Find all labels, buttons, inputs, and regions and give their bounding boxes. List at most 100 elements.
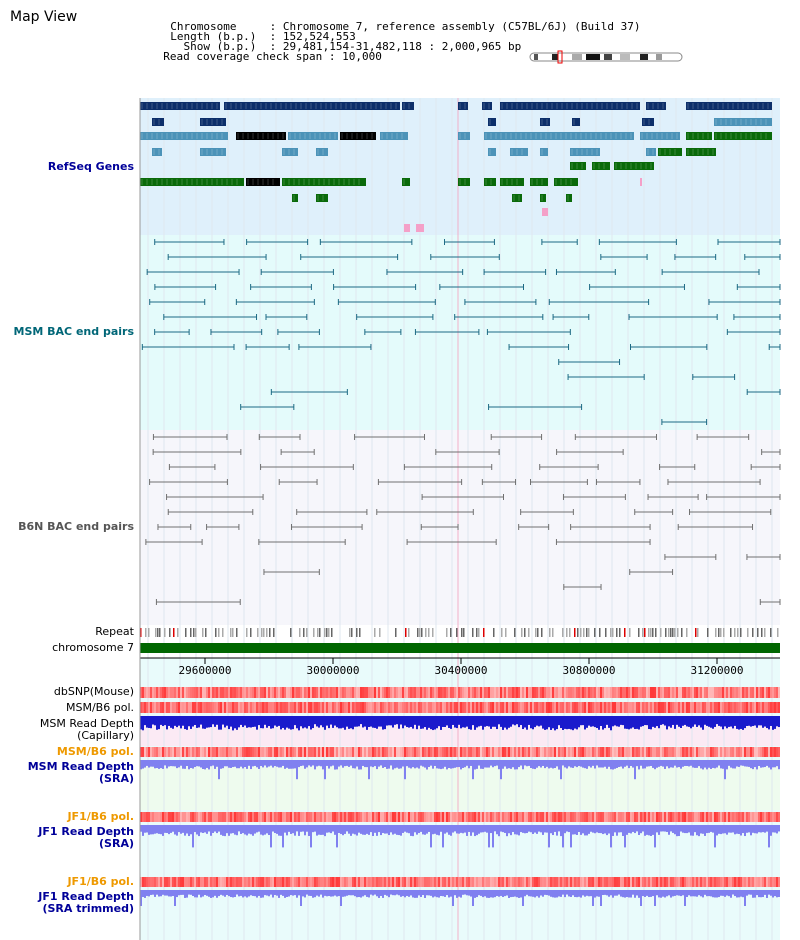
heat-cell — [728, 877, 730, 887]
track-label-b6n-bac[interactable]: B6N BAC end pairs — [18, 520, 134, 533]
heat-cell — [428, 687, 430, 698]
gene-feature — [140, 132, 228, 140]
depth-bar — [652, 760, 654, 768]
track-label-msm-b6-pol-b: MSM/B6 pol. — [56, 745, 134, 758]
heat-cell — [372, 812, 374, 822]
heat-cell — [618, 877, 620, 887]
depth-bar — [422, 825, 424, 835]
heat-cell — [326, 812, 328, 822]
depth-bar — [660, 716, 662, 725]
depth-bar — [208, 890, 210, 897]
heat-cell — [524, 687, 526, 698]
heat-cell — [214, 747, 216, 757]
heat-cell — [222, 877, 224, 887]
heat-cell — [258, 747, 260, 757]
heat-cell — [660, 687, 662, 698]
heat-cell — [760, 747, 762, 757]
heat-cell — [720, 877, 722, 887]
heat-cell — [556, 747, 558, 757]
heat-cell — [560, 812, 562, 822]
heat-cell — [758, 702, 760, 713]
depth-bar — [576, 716, 578, 730]
heat-cell — [544, 747, 546, 757]
track-label-refseq[interactable]: RefSeq Genes — [47, 160, 134, 173]
heat-cell — [760, 687, 762, 698]
depth-bar — [282, 890, 284, 896]
depth-bar — [466, 760, 468, 766]
heat-cell — [724, 702, 726, 713]
depth-bar — [774, 760, 776, 768]
depth-bar — [656, 825, 658, 833]
heat-cell — [706, 812, 708, 822]
depth-bar — [396, 890, 398, 895]
heat-cell — [620, 877, 622, 887]
heat-cell — [316, 687, 318, 698]
heat-cell — [172, 877, 174, 887]
track-label-msm-depth-sra-sub: (SRA) — [99, 772, 134, 785]
depth-bar — [490, 716, 492, 729]
depth-bar — [512, 890, 514, 897]
heat-cell — [512, 877, 514, 887]
heat-cell — [596, 877, 598, 887]
depth-bar — [648, 825, 650, 836]
heat-cell — [300, 877, 302, 887]
track-label-msm-bac[interactable]: MSM BAC end pairs — [13, 325, 134, 338]
depth-bar — [472, 716, 474, 726]
depth-bar — [280, 716, 282, 730]
heat-cell — [340, 687, 342, 698]
heat-cell — [606, 877, 608, 887]
repeat-element — [185, 628, 187, 637]
depth-bar — [416, 890, 418, 898]
heat-cell — [258, 812, 260, 822]
gene-feature — [530, 178, 548, 186]
heat-cell — [576, 877, 578, 887]
track-label-dbsnp: dbSNP(Mouse) — [53, 685, 134, 698]
heat-cell — [374, 702, 376, 713]
heat-cell — [600, 702, 602, 713]
depth-bar — [510, 716, 512, 727]
depth-bar — [304, 716, 306, 728]
heat-cell — [384, 877, 386, 887]
heat-cell — [614, 877, 616, 887]
heat-cell — [682, 747, 684, 757]
depth-bar — [618, 760, 620, 768]
heat-cell — [738, 687, 740, 698]
heat-cell — [378, 702, 380, 713]
depth-bar — [310, 760, 312, 767]
depth-bar — [140, 890, 142, 906]
heat-cell — [732, 702, 734, 713]
repeat-element — [202, 628, 204, 637]
depth-bar — [602, 716, 604, 730]
heat-cell — [276, 747, 278, 757]
heat-cell — [370, 812, 372, 822]
depth-bar — [176, 760, 178, 769]
heat-cell — [348, 702, 350, 713]
gene-feature — [200, 148, 226, 156]
depth-bar — [482, 825, 484, 833]
heat-cell — [286, 702, 288, 713]
heat-cell — [642, 702, 644, 713]
heat-cell — [224, 877, 226, 887]
heat-cell — [412, 687, 414, 698]
heat-cell — [750, 747, 752, 757]
depth-bar — [560, 760, 562, 780]
heat-cell — [510, 877, 512, 887]
heat-cell — [680, 747, 682, 757]
depth-bar — [184, 760, 186, 769]
heat-cell — [198, 877, 200, 887]
depth-bar — [418, 716, 420, 726]
depth-bar — [766, 716, 768, 729]
depth-bar — [174, 760, 176, 767]
heat-cell — [570, 812, 572, 822]
depth-bar — [450, 890, 452, 897]
heat-cell — [754, 877, 756, 887]
depth-bar — [272, 890, 274, 898]
depth-bar — [536, 890, 538, 897]
depth-bar — [742, 760, 744, 766]
depth-bar — [308, 890, 310, 896]
heat-cell — [616, 747, 618, 757]
depth-bar — [474, 716, 476, 730]
depth-bar — [344, 716, 346, 730]
heat-cell — [476, 877, 478, 887]
